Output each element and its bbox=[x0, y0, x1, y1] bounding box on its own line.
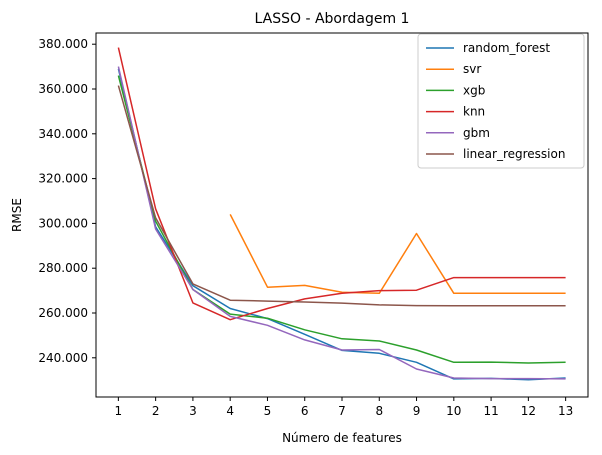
x-tick-label: 11 bbox=[483, 404, 498, 418]
y-tick-label: 240.000 bbox=[38, 351, 88, 365]
series-line-gbm bbox=[117, 66, 566, 380]
x-tick-label: 5 bbox=[264, 404, 272, 418]
x-tick-label: 3 bbox=[189, 404, 197, 418]
y-tick-label: 320.000 bbox=[38, 172, 88, 186]
y-tick-label: 260.000 bbox=[38, 306, 88, 320]
series-layer bbox=[117, 47, 566, 381]
legend-label-gbm: gbm bbox=[463, 126, 490, 140]
x-tick-label: 8 bbox=[375, 404, 383, 418]
chart-title: LASSO - Abordagem 1 bbox=[255, 11, 410, 27]
y-tick-label: 380.000 bbox=[38, 37, 88, 51]
x-axis-label: Número de features bbox=[282, 431, 402, 445]
x-tick-label: 13 bbox=[558, 404, 573, 418]
legend-frame bbox=[417, 33, 585, 169]
series-line-svr bbox=[229, 214, 566, 295]
legend-label-linear-regression: linear_regression bbox=[463, 147, 565, 161]
x-tick-label: 4 bbox=[226, 404, 234, 418]
y-axis: 240.000 260.000 280.000 300.000 320.000 340.0… bbox=[38, 37, 96, 365]
x-tick-label: 9 bbox=[413, 404, 421, 418]
y-tick-label: 360.000 bbox=[38, 82, 88, 96]
series-line-linear-regression bbox=[117, 85, 566, 307]
x-tick-label: 2 bbox=[152, 404, 160, 418]
legend-label-knn: knn bbox=[463, 105, 485, 119]
legend-label-random-forest: random_forest bbox=[463, 41, 550, 55]
x-tick-label: 7 bbox=[338, 404, 346, 418]
y-tick-label: 340.000 bbox=[38, 127, 88, 141]
series-line-knn bbox=[117, 47, 566, 321]
y-tick-label: 280.000 bbox=[38, 261, 88, 275]
y-axis-label: RMSE bbox=[10, 198, 24, 232]
x-tick-label: 10 bbox=[446, 404, 461, 418]
x-tick-label: 12 bbox=[521, 404, 536, 418]
x-axis: 1 2 3 4 5 6 7 8 9 10 11 12 13 bbox=[115, 397, 573, 418]
legend-label-svr: svr bbox=[463, 62, 481, 76]
x-tick-label: 1 bbox=[115, 404, 123, 418]
legend-label-xgb: xgb bbox=[463, 83, 485, 97]
x-tick-label: 6 bbox=[301, 404, 309, 418]
y-tick-label: 300.000 bbox=[38, 216, 88, 230]
